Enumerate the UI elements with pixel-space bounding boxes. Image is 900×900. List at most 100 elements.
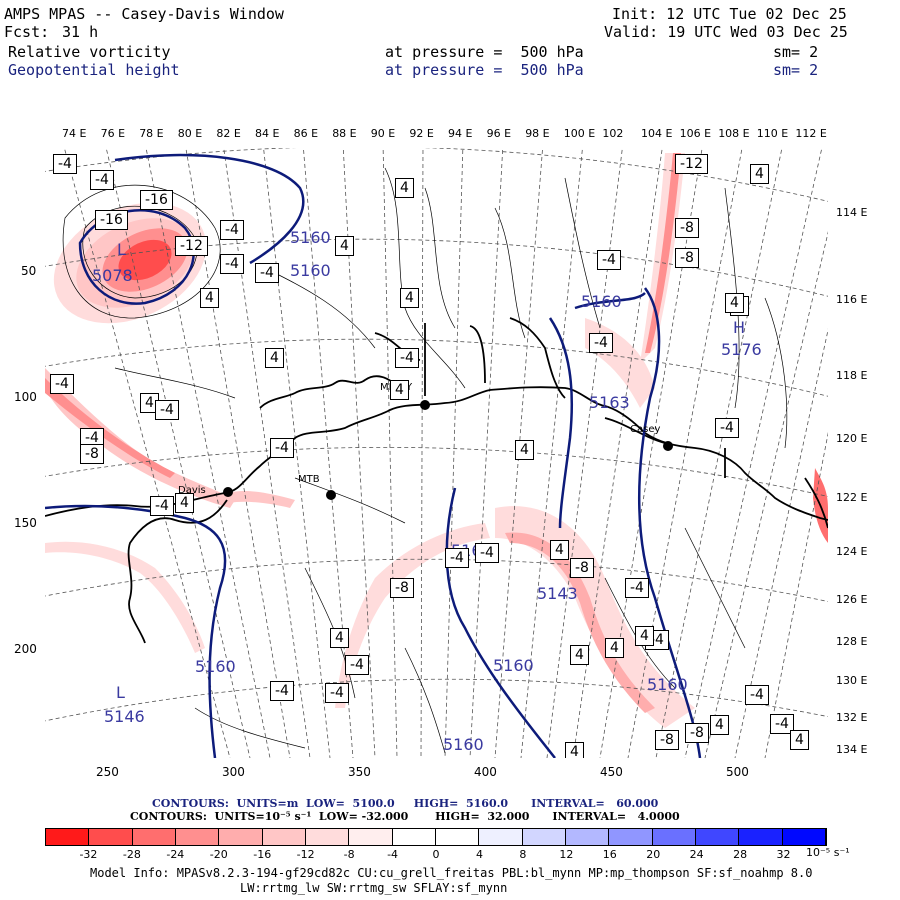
vorticity-value-box: -12 [175, 236, 208, 256]
vorticity-value-box: -12 [675, 154, 708, 174]
colorbar-cell [349, 829, 393, 845]
vorticity-value-box: -4 [745, 685, 769, 705]
height-label: 5160 [290, 261, 331, 280]
left-y-tick: 200 [14, 642, 37, 656]
vorticity-value-box: 4 [140, 393, 159, 413]
vorticity-value-box: -16 [95, 210, 128, 230]
colorbar-label: -24 [166, 848, 185, 861]
field2-name: Geopotential height [8, 61, 180, 79]
colorbar-label: -8 [343, 848, 355, 861]
field1-level: at pressure = 500 hPa [385, 43, 584, 61]
vorticity-contour-info: CONTOURS: UNITS=10⁻⁵ s⁻¹ LOW= -32.000 HI… [130, 810, 680, 823]
station-mtb-label: MTB [298, 474, 320, 485]
top-lon-tick: 92 E [409, 127, 434, 140]
bottom-x-tick: 450 [600, 765, 623, 779]
vorticity-value-box: -4 [395, 348, 419, 368]
vorticity-shading [45, 153, 828, 728]
station-casey-marker [663, 441, 673, 451]
vorticity-value-box: -4 [625, 578, 649, 598]
vorticity-value-box: -4 [770, 714, 794, 734]
top-lon-tick: 90 E [370, 127, 396, 140]
height-label: 5160 [581, 292, 622, 311]
vorticity-value-box: -4 [90, 170, 114, 190]
vorticity-value-box: -4 [715, 418, 739, 438]
colorbar-label: 32 [776, 848, 791, 861]
station-mirny-marker [420, 400, 430, 410]
station-davis-marker [223, 487, 233, 497]
height-contour-info: CONTOURS: UNITS=m LOW= 5100.0 HIGH= 5160… [152, 797, 659, 810]
station-casey-label: Casey [630, 424, 661, 435]
vorticity-value-box: 4 [710, 715, 729, 735]
right-lon-tick: 132 E [836, 711, 868, 724]
colorbar-units: 10⁻⁵ s⁻¹ [806, 846, 850, 859]
vorticity-value-box: 4 [200, 288, 219, 308]
pressure-center-symbol: H [733, 318, 746, 337]
top-lon-tick: 102 [602, 127, 624, 140]
colorbar-cell [219, 829, 263, 845]
colorbar-label: 16 [602, 848, 617, 861]
vorticity-value-box: -4 [150, 496, 174, 516]
pressure-center-symbol: L [117, 240, 126, 259]
colorbar-cell [609, 829, 653, 845]
height-label: 5078 [92, 266, 133, 285]
height-label: 5163 [589, 393, 630, 412]
height-label: 5143 [537, 584, 578, 603]
vorticity-value-box: 4 [750, 164, 769, 184]
top-lon-tick: 100 E [563, 127, 596, 140]
vorticity-value-box: -8 [390, 578, 414, 598]
height-label: 5176 [721, 340, 762, 359]
top-lon-tick: 78 E [139, 127, 164, 140]
colorbar-cell [695, 829, 740, 845]
vorticity-value-box: 4 [570, 645, 589, 665]
vorticity-value-box: -8 [570, 558, 594, 578]
top-lon-tick: 96 E [486, 127, 512, 140]
colorbar-label: 8 [519, 848, 527, 861]
vorticity-value-box: 4 [635, 626, 654, 646]
bottom-x-tick: 350 [348, 765, 371, 779]
init-time: Init: 12 UTC Tue 02 Dec 25 [612, 5, 847, 23]
plot-title: AMPS MPAS -- Casey-Davis Window [4, 5, 284, 23]
colorbar-label: 12 [559, 848, 574, 861]
colorbar-cell [522, 829, 566, 845]
vorticity-value-box: 4 [790, 730, 809, 750]
map-canvas [45, 148, 828, 758]
right-lon-tick: 130 E [836, 674, 868, 687]
colorbar-cell [305, 829, 350, 845]
model-physics: LW:rrtmg_lw SW:rrtmg_sw SFLAY:sf_mynn [240, 881, 508, 895]
colorbar-label: 28 [733, 848, 748, 861]
height-label: 5160 [647, 675, 688, 694]
vorticity-value-box: -4 [589, 333, 613, 353]
height-label: 5146 [104, 707, 145, 726]
top-lon-tick: 88 E [332, 127, 357, 140]
vorticity-value-box: -4 [155, 400, 179, 420]
top-lon-tick: 110 E [756, 127, 789, 140]
vorticity-value-box: 4 [395, 178, 414, 198]
right-lon-tick: 122 E [836, 491, 868, 504]
map-panel[interactable]: Davis MTB MIRNY Casey 516051605160516051… [45, 148, 828, 758]
colorbar-cell [479, 829, 523, 845]
top-lon-tick: 84 E [255, 127, 280, 140]
vorticity-value-box: -4 [50, 374, 74, 394]
top-lon-tick: 106 E [679, 127, 712, 140]
pressure-center-symbol: L [116, 683, 125, 702]
top-lon-tick: 98 E [525, 127, 550, 140]
vorticity-value-box: -8 [675, 218, 699, 238]
left-y-tick: 100 [14, 390, 37, 404]
field2-level: at pressure = 500 hPa [385, 61, 584, 79]
graticule [45, 148, 828, 758]
vorticity-value-box: 4 [725, 293, 744, 313]
vorticity-value-box: -4 [445, 548, 469, 568]
height-label: 5160 [443, 735, 484, 754]
right-lon-tick: 124 E [836, 545, 868, 558]
top-lon-tick: 94 E [448, 127, 473, 140]
vorticity-value-box: -4 [270, 681, 294, 701]
vorticity-value-box: 4 [605, 638, 624, 658]
colorbar-cell [132, 829, 176, 845]
stations [223, 400, 673, 500]
right-lon-tick: 116 E [836, 293, 868, 306]
top-lon-tick: 104 E [641, 127, 673, 140]
valid-time: Valid: 19 UTC Wed 03 Dec 25 [604, 23, 848, 41]
vorticity-value-box: -16 [140, 190, 173, 210]
vorticity-value-box: 4 [400, 288, 419, 308]
vorticity-value-box: -8 [685, 723, 709, 743]
